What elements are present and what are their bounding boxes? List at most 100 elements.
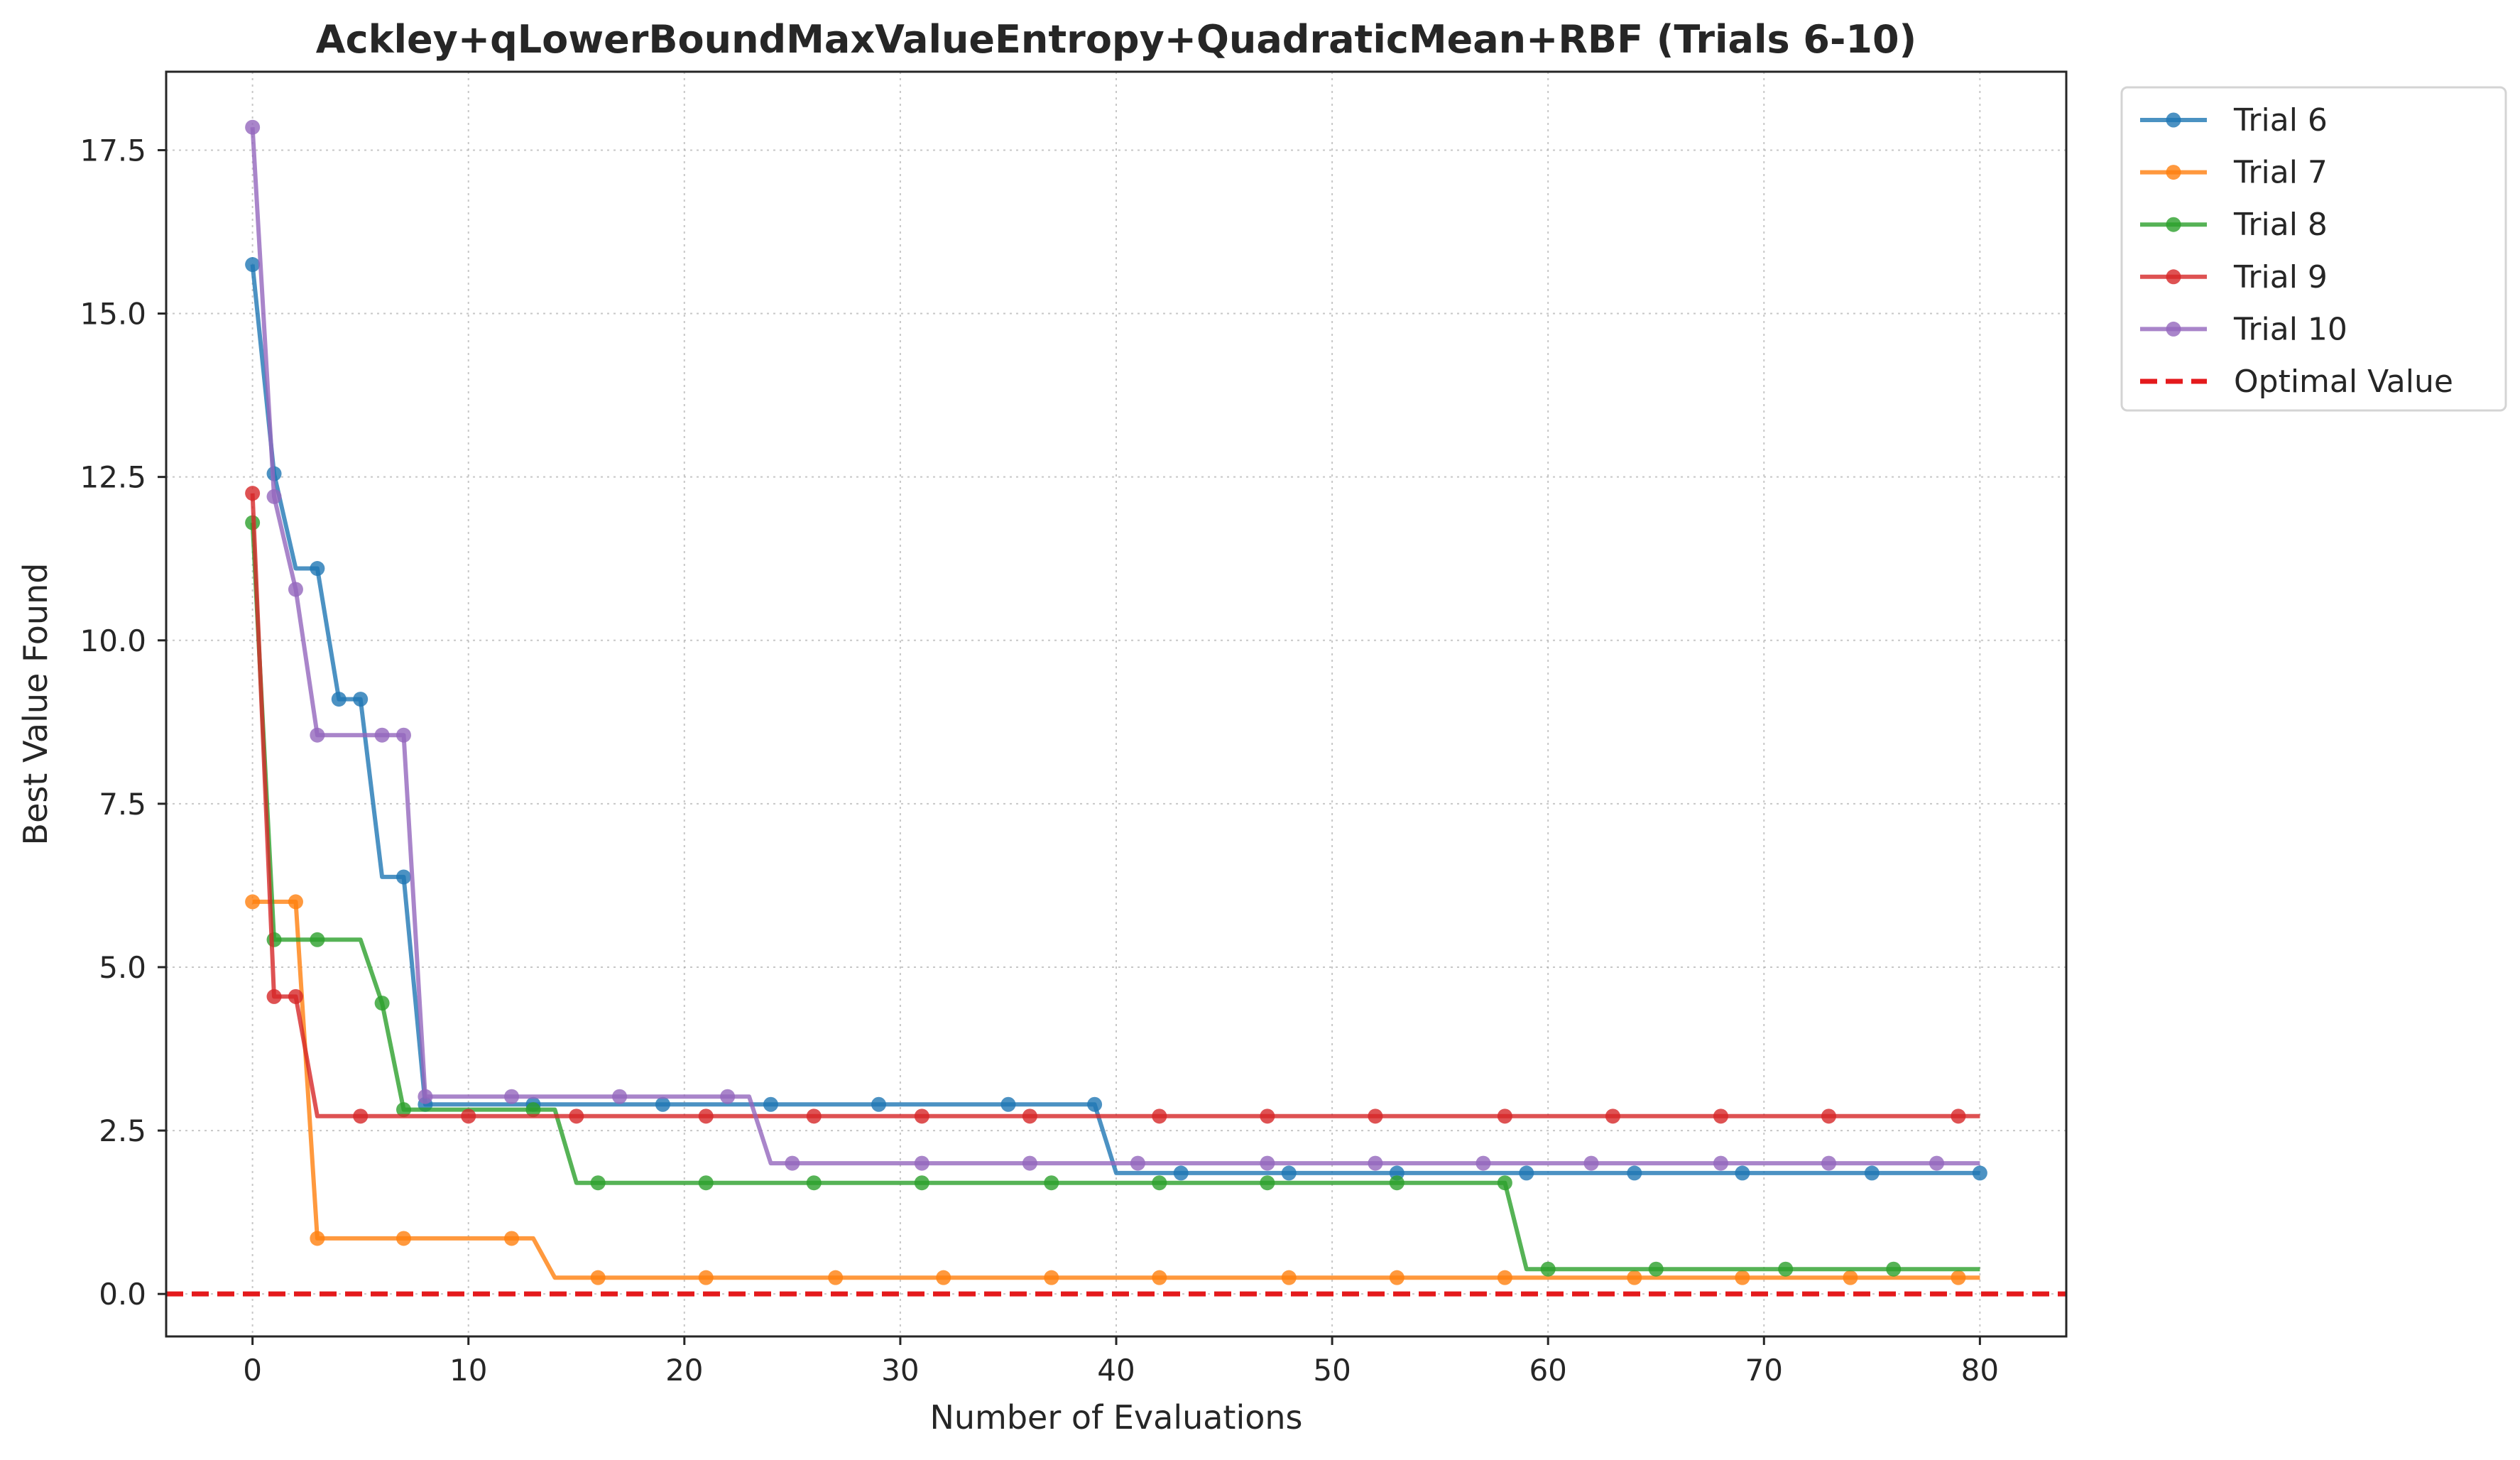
data-point: [1778, 1261, 1794, 1277]
data-point: [504, 1089, 520, 1104]
data-point: [1281, 1165, 1297, 1181]
y-tick-label: 2.5: [99, 1113, 146, 1148]
data-point: [1152, 1108, 1167, 1124]
data-point: [1000, 1096, 1016, 1112]
legend-item: Trial 10: [2140, 311, 2347, 347]
data-point: [828, 1270, 844, 1285]
data-point: [353, 692, 369, 707]
data-point: [266, 932, 282, 947]
y-tick-label: 0.0: [99, 1277, 146, 1312]
x-tick-label: 10: [449, 1353, 487, 1388]
data-point: [1627, 1165, 1642, 1181]
legend-item: Trial 9: [2140, 259, 2328, 295]
data-point: [1152, 1175, 1167, 1191]
legend-marker: [2166, 269, 2181, 285]
x-tick-label: 70: [1745, 1353, 1783, 1388]
data-point: [1519, 1165, 1534, 1181]
data-point: [1540, 1261, 1556, 1277]
x-axis-label: Number of Evaluations: [929, 1398, 1302, 1437]
data-point: [1260, 1175, 1275, 1191]
data-point: [1281, 1270, 1297, 1285]
data-point: [245, 119, 261, 135]
data-point: [396, 1231, 411, 1246]
data-point: [1929, 1155, 1945, 1171]
data-point: [1022, 1108, 1037, 1124]
y-tick-label: 7.5: [99, 787, 146, 822]
data-point: [1843, 1270, 1858, 1285]
y-tick-label: 17.5: [80, 133, 146, 168]
data-point: [871, 1096, 886, 1112]
data-point: [1713, 1108, 1728, 1124]
data-point: [1173, 1165, 1189, 1181]
x-tick-label: 30: [881, 1353, 919, 1388]
y-tick-label: 10.0: [80, 623, 146, 658]
data-point: [698, 1270, 714, 1285]
axis-ticks: 0 10 20 30 40 50 60 70 80 0.0 2.5 5.0 7.5 10.0 12.5 15.…: [80, 133, 1999, 1388]
legend-item: Trial 8: [2140, 207, 2328, 243]
data-point: [310, 1231, 325, 1246]
data-point: [1972, 1165, 1987, 1181]
data-point: [1044, 1270, 1059, 1285]
data-point: [418, 1089, 433, 1104]
legend-label: Optimal Value: [2234, 364, 2453, 400]
legend-label: Trial 10: [2233, 311, 2347, 347]
data-point: [590, 1175, 606, 1191]
y-tick-label: 15.0: [80, 297, 146, 332]
data-point: [1886, 1261, 1902, 1277]
data-point: [1389, 1175, 1404, 1191]
y-axis-label: Best Value Found: [16, 563, 55, 846]
x-tick-label: 80: [1961, 1353, 1999, 1388]
data-point: [1497, 1108, 1512, 1124]
data-point: [396, 727, 411, 743]
data-point: [266, 489, 282, 504]
data-point: [374, 727, 390, 743]
legend-item: Trial 6: [2140, 102, 2328, 138]
data-point: [1130, 1155, 1145, 1171]
data-point: [353, 1108, 369, 1124]
legend-item: Optimal Value: [2140, 364, 2453, 400]
data-point: [1735, 1165, 1750, 1181]
data-point: [245, 257, 261, 273]
data-point: [1821, 1108, 1836, 1124]
data-point: [396, 1102, 411, 1118]
data-point: [914, 1175, 929, 1191]
data-point: [785, 1155, 800, 1171]
data-point: [1260, 1155, 1275, 1171]
series-trial-9: [245, 486, 1980, 1124]
data-point: [1821, 1155, 1836, 1171]
legend-label: Trial 8: [2233, 207, 2328, 243]
data-point: [1087, 1096, 1103, 1112]
data-point: [1648, 1261, 1664, 1277]
data-point: [288, 894, 303, 910]
series-trial-7: [245, 894, 1980, 1285]
data-point: [590, 1270, 606, 1285]
data-point: [1583, 1155, 1599, 1171]
data-point: [763, 1096, 778, 1112]
x-tick-label: 60: [1529, 1353, 1566, 1388]
chart-title: Ackley+qLowerBoundMaxValueEntropy+Quadra…: [316, 17, 1916, 62]
data-point: [1864, 1165, 1880, 1181]
data-point: [1497, 1175, 1512, 1191]
data-point: [655, 1096, 670, 1112]
data-point: [1022, 1155, 1037, 1171]
series-trial-10: [245, 119, 1980, 1171]
data-point: [310, 932, 325, 947]
data-point: [806, 1108, 822, 1124]
data-point: [914, 1155, 929, 1171]
legend-marker: [2166, 165, 2181, 180]
x-tick-label: 50: [1313, 1353, 1351, 1388]
data-point: [288, 582, 303, 597]
data-point: [914, 1108, 929, 1124]
data-point: [612, 1089, 628, 1104]
series-layer: [166, 119, 2066, 1297]
data-point: [1497, 1270, 1512, 1285]
legend: Trial 6 Trial 7 Trial 8 Trial 9 Trial 10 Opti…: [2120, 86, 2507, 412]
data-point: [698, 1175, 714, 1191]
data-point: [1152, 1270, 1167, 1285]
series-trial-8: [245, 515, 1980, 1277]
data-point: [1951, 1108, 1966, 1124]
data-point: [461, 1108, 476, 1124]
legend-marker: [2166, 112, 2181, 128]
